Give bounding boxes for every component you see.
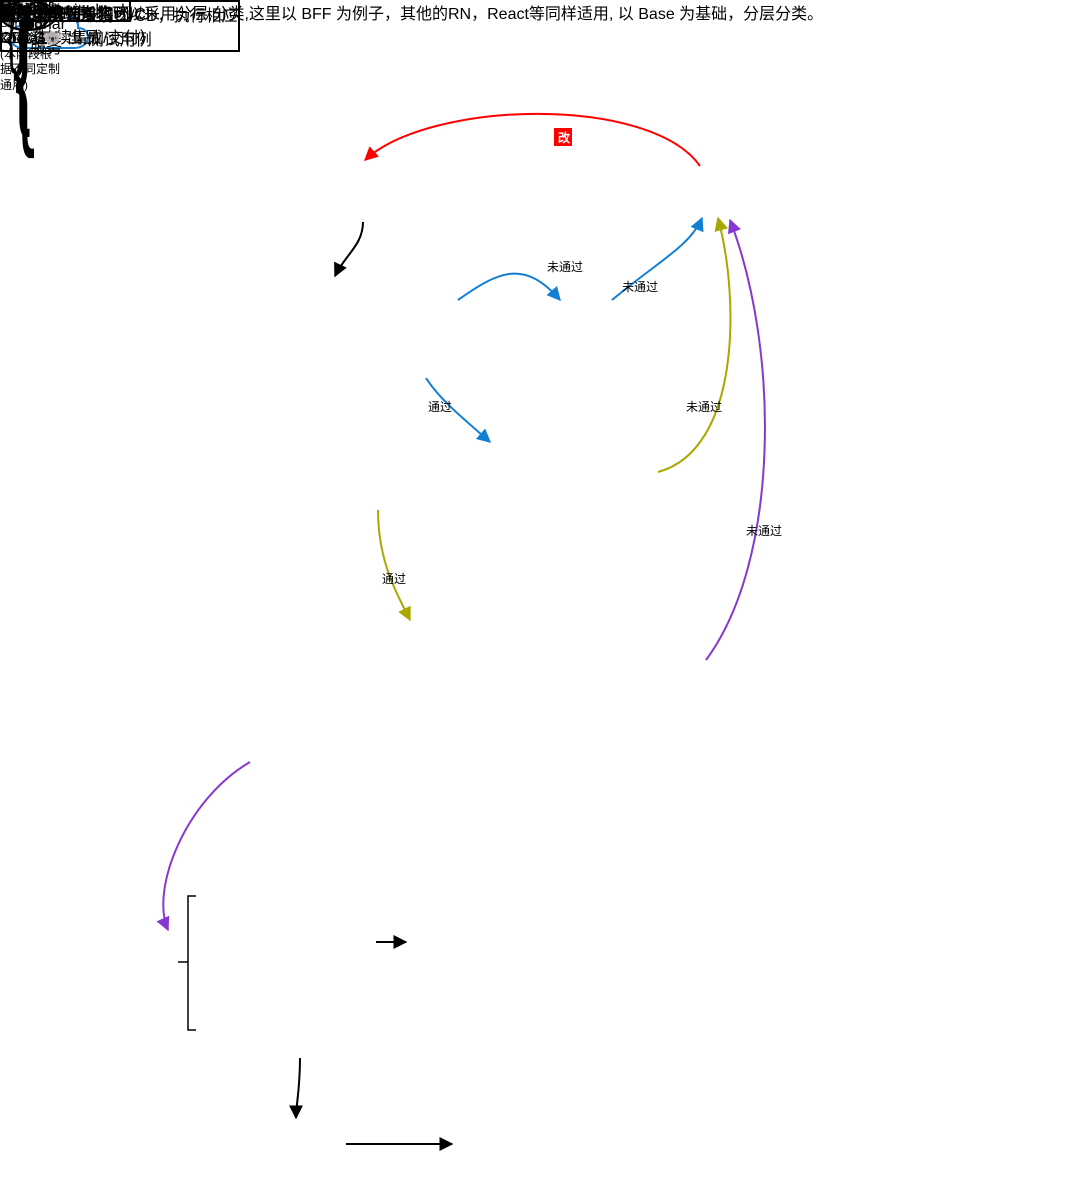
edge-label-pass-1: 通过 (428, 398, 452, 415)
diagram-stage: 改 本地检查 开发层面的架构可以采用分层,分类,这里以 BFF 为例子，其他的R… (0, 0, 1080, 1193)
edge-label-notpass-4: 未通过 (746, 522, 782, 539)
edge-label-pass-2: 通过 (382, 570, 406, 587)
edge-label-notpass-3: 未通过 (686, 398, 722, 415)
edge-label-notpass-1: 未通过 (547, 258, 583, 275)
footer-credit: 程序员成长指北 koala 🐨 出品 (0, 0, 112, 48)
edge-label-notpass-2: 未通过 (622, 278, 658, 295)
edge-label-modify: 改 (558, 129, 570, 146)
footer-line2: koala 🐨 出品 (0, 24, 112, 48)
footer-line1: 程序员成长指北 (0, 0, 112, 24)
connector-layer (0, 0, 1080, 1193)
